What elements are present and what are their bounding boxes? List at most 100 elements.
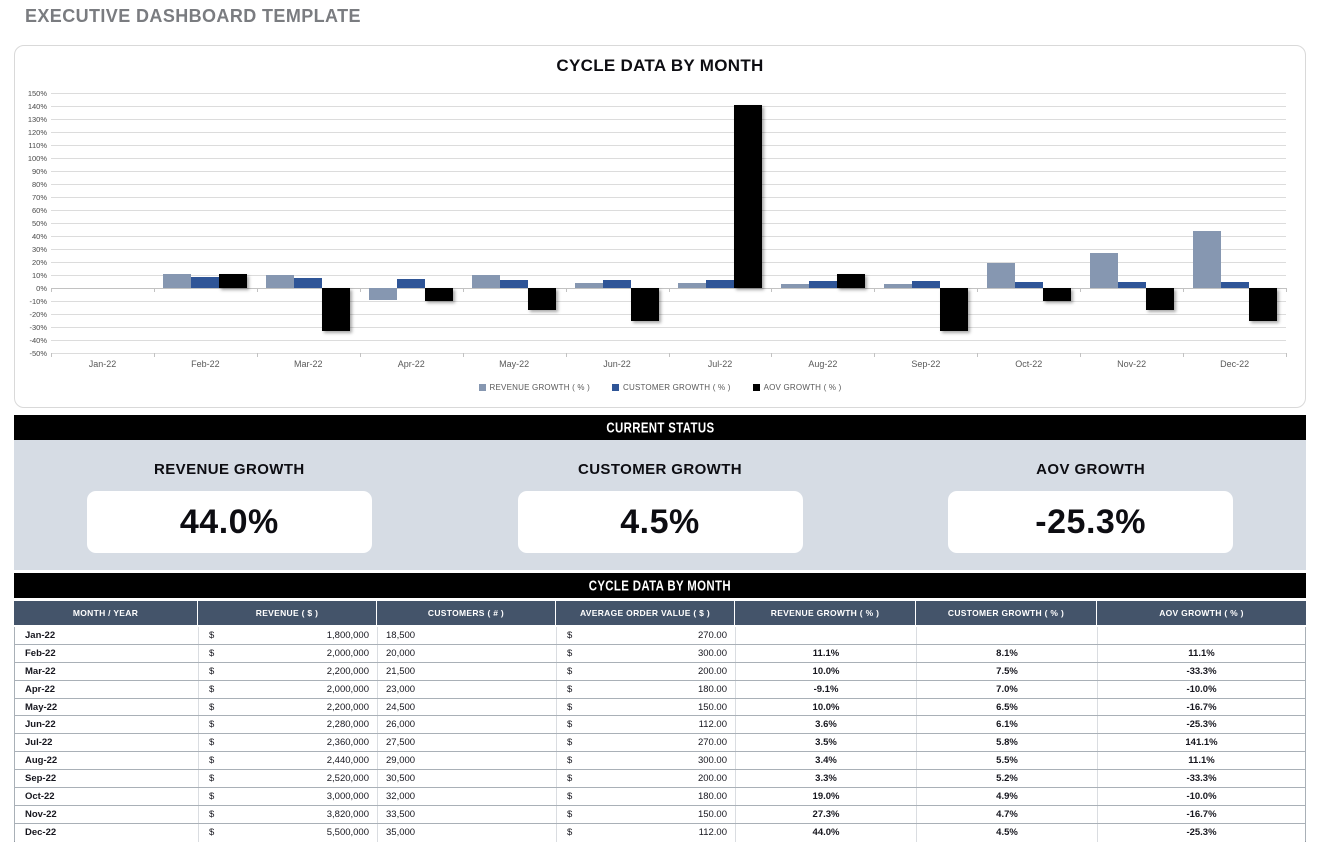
cell-average-order-value[interactable]: $180.00 xyxy=(557,788,736,805)
cell-customers[interactable]: 18,500 xyxy=(378,627,557,644)
cell-revenue-growth[interactable]: 19.0% xyxy=(736,788,917,805)
cell-aov-growth[interactable]: -33.3% xyxy=(1186,665,1217,677)
cell-revenue[interactable]: $2,360,000 xyxy=(199,734,378,752)
cell-revenue-growth[interactable]: 3.6% xyxy=(736,716,917,734)
cell-aov-growth[interactable] xyxy=(1098,627,1305,644)
gridline xyxy=(51,132,1286,133)
cell-customer-growth[interactable]: 6.1% xyxy=(917,716,1098,734)
cell-average-order-value[interactable]: $270.00 xyxy=(557,627,736,644)
cell-revenue[interactable]: $5,500,000 xyxy=(199,823,378,842)
cell-customers[interactable]: 29,000 xyxy=(378,752,557,770)
cell-revenue-growth[interactable]: 3.5% xyxy=(736,734,917,752)
column-header-6[interactable]: AOV GROWTH ( % ) xyxy=(1159,608,1244,618)
cell-revenue-growth[interactable] xyxy=(736,627,917,644)
cell-customers[interactable]: 23,000 xyxy=(378,680,557,698)
cell-customers[interactable]: 32,000 xyxy=(378,788,557,805)
currency-symbol: $ xyxy=(567,755,573,767)
column-header-5[interactable]: CUSTOMER GROWTH ( % ) xyxy=(916,601,1097,625)
cell-customer-growth[interactable]: 4.7% xyxy=(917,805,1098,823)
cell-customer-growth[interactable]: 8.1% xyxy=(917,644,1098,662)
cell-revenue-growth[interactable]: 3.4% xyxy=(736,752,917,770)
cell-average-order-value[interactable]: $150.00 xyxy=(557,698,736,716)
column-header-4[interactable]: REVENUE GROWTH ( % ) xyxy=(735,601,916,625)
cell-average-order-value[interactable]: $150.00 xyxy=(557,805,736,823)
cell-aov-growth[interactable]: 11.1% xyxy=(1188,647,1215,659)
cell-customers[interactable]: 24,500 xyxy=(378,698,557,716)
cell-revenue-growth[interactable]: 44.0% xyxy=(736,823,917,842)
cell-average-order-value[interactable]: $270.00 xyxy=(557,734,736,752)
cell-average-order-value[interactable]: $200.00 xyxy=(557,770,736,788)
cell-aov-growth[interactable]: -25.3% xyxy=(1186,827,1217,839)
cell-customer-growth[interactable]: 7.5% xyxy=(917,662,1098,680)
cell-average-order-value[interactable]: $300.00 xyxy=(557,644,736,662)
y-axis-tick-label: -30% xyxy=(29,322,47,332)
cell-customer-growth[interactable]: 6.5% xyxy=(917,698,1098,716)
currency-symbol: $ xyxy=(567,790,573,802)
cell-aov-growth[interactable]: -16.7% xyxy=(1186,701,1217,713)
cell-customers[interactable]: 27,500 xyxy=(378,734,557,752)
cell-revenue-growth[interactable]: 27.3% xyxy=(736,805,917,823)
cell-aov-growth[interactable]: 141.1% xyxy=(1185,737,1218,749)
cell-customer-growth[interactable]: 4.5% xyxy=(917,823,1098,842)
column-header-2[interactable]: CUSTOMERS ( # ) xyxy=(377,601,556,625)
bar-customer-growth xyxy=(1220,282,1249,288)
cell-revenue[interactable]: $2,000,000 xyxy=(199,644,378,662)
cell-month[interactable]: Mar-22 xyxy=(15,662,199,680)
cell-month[interactable]: Jun-22 xyxy=(15,716,199,734)
cell-customer-growth[interactable]: 4.9% xyxy=(917,788,1098,805)
cell-revenue[interactable]: $2,520,000 xyxy=(199,770,378,788)
cell-month[interactable]: May-22 xyxy=(15,698,199,716)
cell-revenue-growth[interactable]: 10.0% xyxy=(736,662,917,680)
cell-customer-growth[interactable]: 5.5% xyxy=(917,752,1098,770)
cell-customers[interactable]: 20,000 xyxy=(378,644,557,662)
axis-tick-mark xyxy=(51,353,52,357)
cell-customer-growth[interactable]: 5.8% xyxy=(917,734,1098,752)
axis-tick-mark xyxy=(1080,288,1082,292)
cell-aov-growth[interactable]: 11.1% xyxy=(1188,755,1215,767)
column-header-0[interactable]: MONTH / YEAR xyxy=(14,601,198,625)
cell-revenue-growth[interactable]: 10.0% xyxy=(736,698,917,716)
cell-aov-growth[interactable]: -25.3% xyxy=(1186,719,1217,731)
cell-aov-growth[interactable]: -10.0% xyxy=(1186,683,1217,695)
cell-average-order-value[interactable]: $112.00 xyxy=(557,716,736,734)
cell-month[interactable]: Oct-22 xyxy=(15,788,199,805)
cell-revenue[interactable]: $2,440,000 xyxy=(199,752,378,770)
cell-month[interactable]: Feb-22 xyxy=(15,644,199,662)
cell-customers[interactable]: 26,000 xyxy=(378,716,557,734)
cell-customers[interactable]: 33,500 xyxy=(378,805,557,823)
cell-revenue[interactable]: $2,200,000 xyxy=(199,698,378,716)
cell-month[interactable]: Apr-22 xyxy=(15,680,199,698)
cell-aov-growth[interactable]: -16.7% xyxy=(1186,808,1217,820)
cell-revenue[interactable]: $2,200,000 xyxy=(199,662,378,680)
cell-revenue-growth[interactable]: 11.1% xyxy=(736,644,917,662)
gridline xyxy=(51,184,1286,185)
cell-revenue[interactable]: $3,000,000 xyxy=(199,788,378,805)
x-axis-label: Dec-22 xyxy=(1220,359,1250,369)
cell-average-order-value[interactable]: $180.00 xyxy=(557,680,736,698)
cell-customer-growth[interactable]: 5.2% xyxy=(917,770,1098,788)
column-header-3[interactable]: AVERAGE ORDER VALUE ( $ ) xyxy=(556,601,735,625)
cell-month[interactable]: Nov-22 xyxy=(15,805,199,823)
cell-revenue-growth[interactable]: 3.3% xyxy=(736,770,917,788)
cell-average-order-value[interactable]: $112.00 xyxy=(557,823,736,842)
cell-revenue[interactable]: $1,800,000 xyxy=(199,627,378,644)
cell-revenue[interactable]: $3,820,000 xyxy=(199,805,378,823)
cell-average-order-value[interactable]: $200.00 xyxy=(557,662,736,680)
cell-aov-growth[interactable]: -10.0% xyxy=(1186,790,1217,802)
cell-month[interactable]: Sep-22 xyxy=(15,770,199,788)
cell-revenue[interactable]: $2,280,000 xyxy=(199,716,378,734)
cell-month[interactable]: Jan-22 xyxy=(15,627,199,644)
cell-average-order-value[interactable]: $300.00 xyxy=(557,752,736,770)
column-header-1[interactable]: REVENUE ( $ ) xyxy=(198,601,377,625)
cell-month[interactable]: Dec-22 xyxy=(15,823,199,842)
cell-revenue[interactable]: $2,000,000 xyxy=(199,680,378,698)
cell-month[interactable]: Aug-22 xyxy=(15,752,199,770)
cell-customer-growth[interactable] xyxy=(917,627,1098,644)
cell-month[interactable]: Jul-22 xyxy=(15,734,199,752)
cell-revenue-growth[interactable]: -9.1% xyxy=(736,680,917,698)
cell-customers[interactable]: 30,500 xyxy=(378,770,557,788)
cell-customers[interactable]: 35,000 xyxy=(378,823,557,842)
cell-aov-growth[interactable]: -33.3% xyxy=(1186,773,1217,785)
cell-customer-growth[interactable]: 7.0% xyxy=(917,680,1098,698)
cell-customers[interactable]: 21,500 xyxy=(378,662,557,680)
